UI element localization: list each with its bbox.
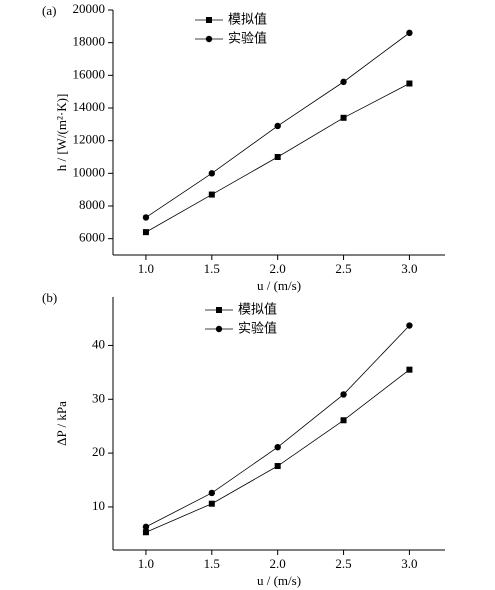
marker: [142, 523, 150, 531]
legend-label: 实验值: [228, 31, 267, 47]
y-tick-label: 10: [92, 498, 105, 513]
x-tick-label: 1.5: [204, 261, 220, 276]
panel-label: (b): [42, 290, 57, 305]
legend-label: 模拟值: [228, 12, 267, 28]
legend-marker: [205, 35, 213, 43]
x-axis-label: u / (m/s): [257, 278, 301, 293]
y-tick-label: 18000: [73, 34, 106, 49]
y-tick-label: 6000: [79, 230, 105, 245]
marker: [208, 170, 216, 177]
marker: [274, 122, 281, 130]
legend-marker: [215, 325, 223, 333]
marker: [406, 80, 413, 87]
y-tick-label: 40: [92, 336, 105, 351]
marker: [142, 529, 149, 536]
legend-marker: [216, 307, 222, 313]
marker: [406, 29, 413, 37]
y-tick-label: 20: [92, 444, 105, 459]
x-tick-label: 1.0: [138, 261, 154, 276]
legend-label: 实验值: [238, 321, 277, 337]
marker: [208, 500, 215, 507]
y-tick-label: 20000: [73, 1, 106, 16]
x-tick-label: 3.0: [401, 556, 417, 571]
marker: [208, 191, 215, 198]
panel-label: (a): [42, 3, 56, 18]
marker: [340, 114, 347, 121]
y-tick-label: 10000: [73, 164, 106, 179]
marker: [208, 489, 216, 497]
marker: [340, 78, 347, 86]
x-tick-label: 2.0: [270, 261, 286, 276]
x-tick-label: 2.5: [335, 261, 351, 276]
y-tick-label: 12000: [73, 132, 106, 147]
y-tick-label: 30: [92, 390, 105, 405]
x-tick-label: 3.0: [401, 261, 417, 276]
y-axis-label: ΔP / kPa: [54, 401, 69, 446]
marker: [274, 154, 281, 160]
marker: [406, 322, 413, 329]
x-tick-label: 1.0: [138, 556, 154, 571]
marker: [406, 366, 413, 373]
y-axis-label: h / [W/(m²·K)]: [54, 94, 69, 172]
x-tick-label: 2.5: [335, 556, 351, 571]
x-tick-label: 1.5: [204, 556, 220, 571]
legend-label: 模拟值: [238, 302, 277, 318]
marker: [340, 417, 347, 424]
series-line: [145, 325, 410, 528]
series-line: [145, 369, 410, 533]
marker: [142, 229, 149, 236]
marker: [340, 391, 347, 398]
y-tick-label: 14000: [73, 99, 106, 114]
y-tick-label: 16000: [73, 66, 106, 81]
marker: [274, 463, 281, 470]
x-tick-label: 2.0: [270, 556, 286, 571]
x-axis-label: u / (m/s): [257, 573, 301, 588]
y-tick-label: 8000: [79, 197, 105, 212]
legend-marker: [206, 17, 212, 23]
marker: [274, 443, 281, 451]
marker: [142, 214, 150, 221]
